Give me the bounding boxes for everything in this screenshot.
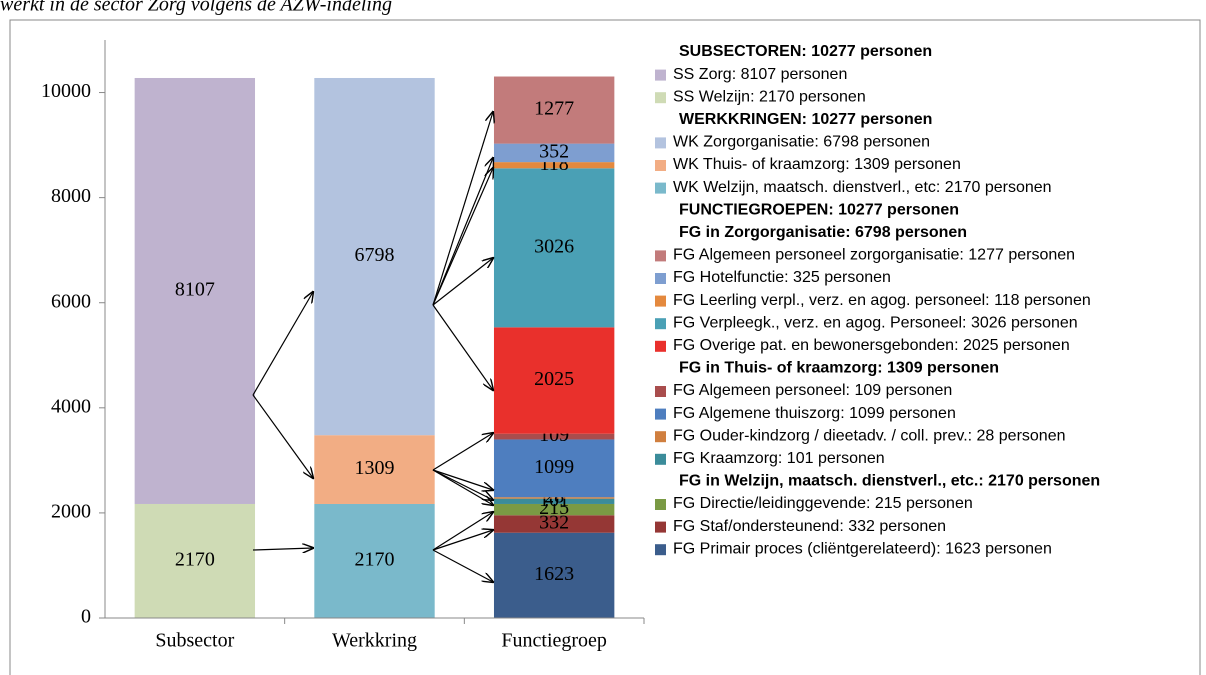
bar-segment: [493, 327, 615, 434]
bar-segment: [493, 433, 615, 440]
bar-segment: [493, 168, 615, 328]
bar-segment: [134, 77, 256, 504]
legend-swatch: [655, 160, 666, 171]
legend-label: FG Ouder-kindzorg / dieetadv. / coll. pr…: [673, 427, 1066, 444]
legend-swatch: [655, 431, 666, 443]
legend-label: FG Algemene thuiszorg: 1099 personen: [673, 405, 956, 422]
legend-swatch: [655, 499, 666, 510]
legend-swatch: [655, 521, 666, 533]
legend-label: WK Thuis- of kraamzorg: 1309 personen: [673, 156, 961, 173]
legend-swatch: [655, 273, 666, 284]
legend-heading: FG in Thuis- of kraamzorg: 1309 personen: [679, 360, 999, 377]
legend-label: WK Welzijn, maatsch. dienstverl., etc: 2…: [673, 179, 1052, 196]
frame: [9, 19, 1201, 675]
legend-heading: FUNCTIEGROEPEN: 10277 personen: [679, 201, 959, 218]
legend-label: FG Algemeen personeel zorgorganisatie: 1…: [673, 247, 1075, 264]
bar-segment: [493, 76, 615, 144]
bar-segment: [493, 498, 615, 504]
legend-swatch: [655, 386, 666, 397]
legend-heading: SUBSECTOREN: 10277 personen: [679, 43, 932, 60]
legend-label: FG Kraamzorg: 101 personen: [673, 450, 885, 467]
legend-label: FG Leerling verpl., verz. en agog. perso…: [673, 292, 1091, 309]
data-label: 8107: [175, 279, 215, 301]
legend-heading: FG in Welzijn, maatsch. dienstverl., etc…: [679, 473, 1100, 490]
y-tick-label: 4000: [51, 395, 91, 417]
legend-swatch: [655, 408, 666, 420]
arrows: [252, 112, 493, 582]
x-tick-label: Functiegroep: [501, 630, 607, 652]
legend-swatch: [655, 340, 666, 352]
bar-segment: [493, 162, 615, 169]
bar-segment: [493, 532, 615, 618]
data-label: 1277: [534, 98, 574, 120]
data-label: 2170: [175, 549, 215, 571]
bar-segment: [493, 497, 615, 499]
bar-segment: [314, 77, 435, 436]
legend-swatch: [655, 182, 666, 194]
legend-label: FG Directie/leidinggevende: 215 personen: [673, 495, 973, 512]
legend-label: FG Hotelfunctie: 325 personen: [673, 269, 891, 286]
legend-swatch: [655, 544, 666, 556]
legend-label: WK Zorgorganisatie: 6798 personen: [673, 134, 930, 151]
legend-label: SS Zorg: 8107 personen: [673, 66, 847, 83]
legend-swatch: [655, 250, 666, 262]
legend-swatch: [655, 318, 666, 330]
legend-heading: WERKKRINGEN: 10277 personen: [679, 111, 932, 128]
legend-label: SS Welzijn: 2170 personen: [673, 88, 866, 105]
legend-label: FG Staf/ondersteunend: 332 personen: [673, 518, 946, 535]
bar-segment: [314, 503, 435, 618]
bar-segment: [493, 503, 615, 516]
data-label: 6798: [355, 244, 395, 266]
x-tick-label: Subsector: [155, 630, 234, 652]
bar-segment: [314, 435, 435, 504]
bar-segment: [493, 439, 615, 498]
legend-heading: FG in Zorgorganisatie: 6798 personen: [679, 224, 967, 241]
y-tick-label: 2000: [51, 501, 91, 523]
data-label: 332: [539, 512, 569, 534]
data-label: 1623: [534, 563, 574, 585]
legend-swatch: [655, 295, 666, 307]
chart-title: werkt in de sector Zorg volgens de AZW-i…: [0, 0, 392, 16]
y-tick-label: 8000: [51, 185, 91, 207]
legend-label: FG Algemeen personeel: 109 personen: [673, 382, 952, 399]
y-tick-label: 6000: [51, 290, 91, 312]
x-tick-label: Werkkring: [332, 630, 417, 652]
data-label: 1099: [534, 456, 574, 478]
legend-swatch: [655, 92, 666, 104]
data-label: 352: [539, 140, 569, 162]
data-label: 2025: [534, 368, 574, 390]
legend-label: FG Verpleegk., verz. en agog. Personeel:…: [673, 314, 1078, 331]
data-label: 1309: [355, 457, 395, 479]
data-label: 3026: [534, 235, 574, 257]
legend-swatch: [655, 69, 666, 81]
bar-segment: [493, 143, 615, 163]
data-label: 2170: [355, 549, 395, 571]
legend-swatch: [655, 453, 666, 465]
y-tick-label: 10000: [41, 80, 91, 102]
legend-swatch: [655, 137, 666, 149]
y-tick-label: 0: [81, 606, 91, 628]
bar-segment: [493, 515, 615, 533]
bar-segment: [134, 503, 256, 618]
legend-label: FG Primair proces (cliëntgerelateerd): 1…: [673, 540, 1052, 557]
legend-label: FG Overige pat. en bewonersgebonden: 202…: [673, 337, 1070, 354]
